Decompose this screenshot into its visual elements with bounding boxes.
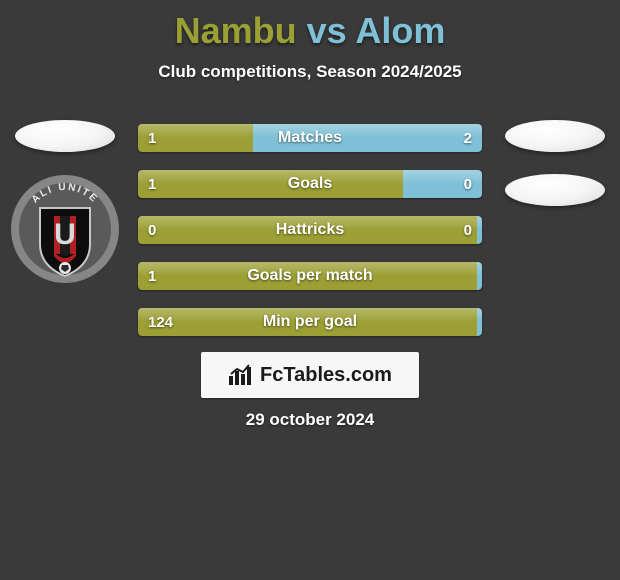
stat-bar-left	[138, 262, 477, 290]
stat-bar-right	[477, 216, 482, 244]
title-connector: vs	[297, 10, 356, 51]
player1-placeholder-ellipse	[15, 120, 115, 152]
title-player2: Alom	[355, 10, 445, 51]
footer-logo-text: FcTables.com	[260, 364, 392, 387]
stat-row: Min per goal124	[138, 308, 482, 336]
stat-bar-right	[253, 124, 482, 152]
stat-row: Matches12	[138, 124, 482, 152]
stat-row: Goals per match1	[138, 262, 482, 290]
player2-placeholder-ellipse-2	[505, 174, 605, 206]
stat-bar-left	[138, 216, 477, 244]
fctables-logo: FcTables.com	[201, 352, 419, 398]
right-column	[500, 120, 610, 228]
player1-club-badge: ALI UNITE U	[10, 174, 120, 284]
footer-date: 29 october 2024	[0, 410, 620, 430]
stat-bar-right	[403, 170, 482, 198]
comparison-bars: Matches12 Goals10 Hattricks00 Goals per mat…	[138, 124, 482, 354]
stat-bar-right	[477, 262, 482, 290]
chart-icon	[228, 364, 254, 386]
player2-placeholder-ellipse-1	[505, 120, 605, 152]
stat-bar-left	[138, 170, 403, 198]
stat-bar-left	[138, 308, 477, 336]
stat-row: Hattricks00	[138, 216, 482, 244]
stat-row: Goals10	[138, 170, 482, 198]
subtitle: Club competitions, Season 2024/2025	[0, 62, 620, 82]
stat-bar-left	[138, 124, 253, 152]
title-player1: Nambu	[175, 10, 297, 51]
left-column: ALI UNITE U	[10, 120, 120, 284]
page-title: Nambu vs Alom	[0, 0, 620, 52]
stat-bar-right	[477, 308, 482, 336]
badge-letter: U	[54, 218, 76, 251]
